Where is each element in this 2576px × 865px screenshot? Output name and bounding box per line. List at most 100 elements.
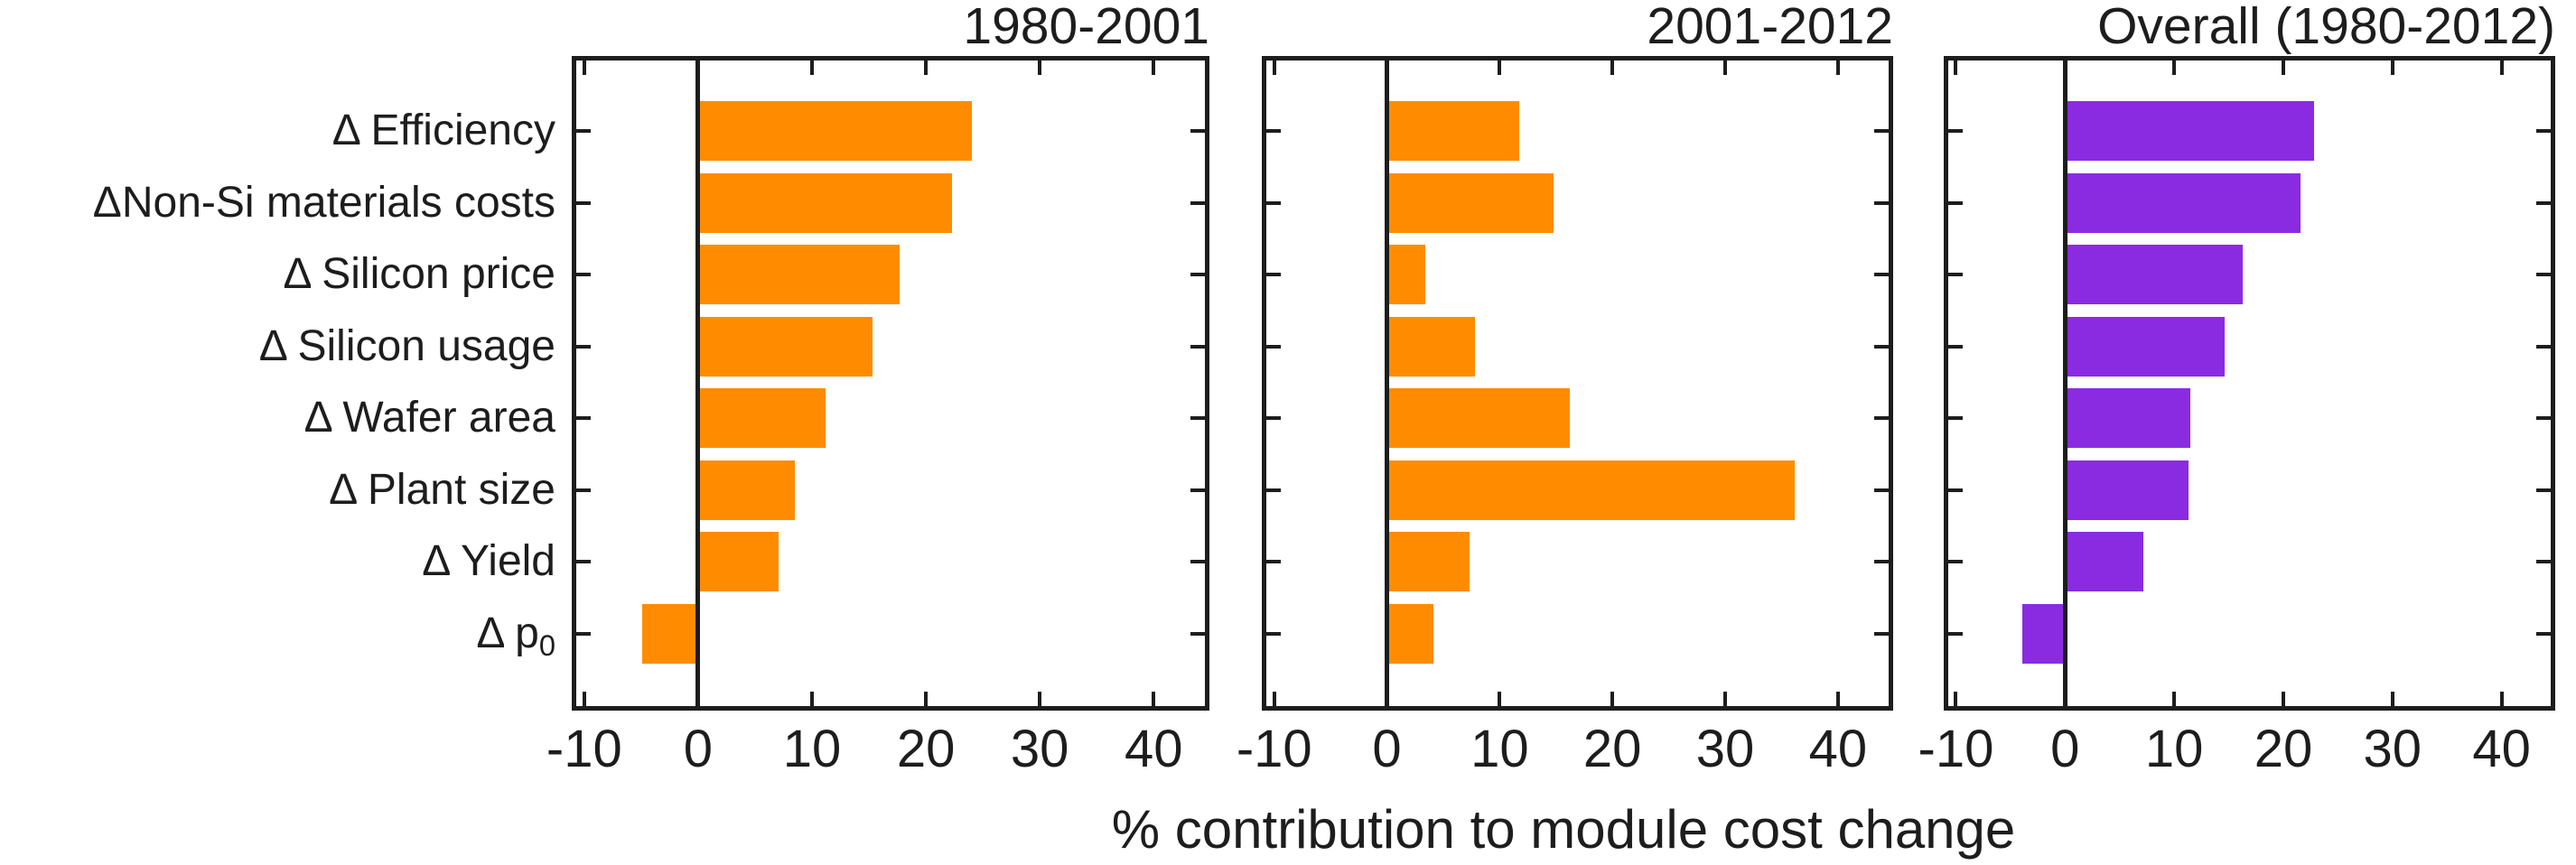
bar-efficiency-overall-1980-2012 <box>2065 101 2314 161</box>
x-tick-mark <box>1385 60 1389 75</box>
x-tick-mark <box>1498 60 1502 75</box>
category-label-wafer-area: Δ Wafer area <box>303 394 555 442</box>
y-tick-mark <box>1874 129 1889 133</box>
y-tick-mark <box>1874 631 1889 636</box>
panel-1980-2001 <box>572 56 1209 711</box>
panel-overall-1980-2012 <box>1944 56 2555 711</box>
y-tick-mark <box>1948 344 1963 349</box>
bar-wafer-area-2001-2012 <box>1386 388 1570 448</box>
y-tick-mark <box>2536 560 2551 563</box>
x-tick-mark <box>695 60 700 75</box>
x-tick-label-overall-1980-2012-20: 20 <box>2254 720 2313 778</box>
y-tick-mark <box>1190 344 1205 349</box>
y-tick-mark <box>2536 631 2551 636</box>
y-tick-mark <box>576 129 591 133</box>
x-tick-mark <box>582 692 586 706</box>
panel-title-1980-2001: 1980-2001 <box>963 0 1209 55</box>
x-tick-mark <box>2499 60 2504 75</box>
y-tick-mark <box>1948 200 1963 205</box>
category-label-plant-size: Δ Plant size <box>329 465 555 514</box>
y-tick-mark <box>576 488 591 492</box>
category-label-silicon-price: Δ Silicon price <box>283 250 555 298</box>
y-tick-mark <box>576 416 591 420</box>
y-tick-mark <box>1190 416 1205 420</box>
x-tick-mark <box>1954 60 1958 75</box>
x-tick-mark <box>1954 692 1958 706</box>
category-label-yield: Δ Yield <box>422 537 555 585</box>
bar-non-si-materials-costs-1980-2001 <box>697 172 953 233</box>
y-tick-mark <box>1266 273 1281 276</box>
bar-p-0-overall-1980-2012 <box>2022 603 2066 664</box>
x-tick-label-2001-2012-0: 0 <box>1372 720 1402 778</box>
y-tick-mark <box>576 273 591 276</box>
x-tick-label-overall-1980-2012-30: 30 <box>2363 720 2422 778</box>
x-tick-mark <box>2281 60 2285 75</box>
y-tick-mark <box>1874 344 1889 349</box>
panel-title-overall-1980-2012: Overall (1980-2012) <box>2097 0 2555 55</box>
y-tick-mark <box>2536 200 2551 205</box>
y-tick-mark <box>1266 416 1281 420</box>
x-tick-mark <box>1835 60 1840 75</box>
x-tick-mark <box>2063 60 2067 75</box>
x-tick-label-overall-1980-2012-10: 10 <box>2144 720 2204 778</box>
zero-baseline <box>2062 60 2067 706</box>
bar-yield-2001-2012 <box>1386 532 1470 591</box>
bar-plant-size-overall-1980-2012 <box>2065 460 2189 520</box>
y-tick-mark <box>1190 488 1205 492</box>
y-tick-mark <box>1948 273 1963 276</box>
y-tick-mark <box>1190 200 1205 205</box>
y-tick-mark <box>2536 344 2551 349</box>
x-tick-label-2001-2012--10: -10 <box>1236 720 1312 778</box>
category-label-non-si-materials-costs: ΔNon-Si materials costs <box>92 178 555 227</box>
x-tick-mark <box>2172 60 2177 75</box>
x-tick-mark <box>810 60 814 75</box>
y-tick-mark <box>1874 560 1889 563</box>
y-tick-mark <box>2536 416 2551 420</box>
y-tick-mark <box>1190 273 1205 276</box>
y-tick-mark <box>1948 129 1963 133</box>
y-tick-mark <box>1874 488 1889 492</box>
y-tick-mark <box>1266 560 1281 563</box>
x-tick-mark <box>1835 692 1840 706</box>
panel-title-2001-2012: 2001-2012 <box>1647 0 1893 55</box>
bar-yield-overall-1980-2012 <box>2065 532 2144 591</box>
x-tick-label-2001-2012-20: 20 <box>1582 720 1642 778</box>
y-tick-mark <box>1190 560 1205 563</box>
x-tick-mark <box>2390 692 2394 706</box>
category-label-p-0: Δ p0 <box>476 609 555 662</box>
y-tick-mark <box>2536 129 2551 133</box>
bar-wafer-area-1980-2001 <box>697 388 826 448</box>
x-tick-mark <box>1272 692 1276 706</box>
x-tick-label-1980-2001-20: 20 <box>896 720 956 778</box>
bar-silicon-usage-overall-1980-2012 <box>2065 316 2225 377</box>
y-tick-mark <box>576 200 591 205</box>
zero-baseline <box>695 60 701 706</box>
y-tick-mark <box>2536 273 2551 276</box>
x-tick-mark <box>1723 692 1727 706</box>
y-tick-mark <box>1874 200 1889 205</box>
x-tick-mark <box>810 692 814 706</box>
x-tick-label-1980-2001--10: -10 <box>546 720 622 778</box>
zero-baseline <box>1385 60 1390 706</box>
x-tick-mark <box>695 692 700 706</box>
y-tick-mark <box>1190 631 1205 636</box>
bar-efficiency-2001-2012 <box>1386 101 1519 161</box>
bar-p-0-2001-2012 <box>1386 603 1433 664</box>
y-tick-mark <box>576 344 591 349</box>
bar-plant-size-1980-2001 <box>697 460 796 520</box>
y-tick-mark <box>1874 416 1889 420</box>
x-tick-label-2001-2012-10: 10 <box>1470 720 1529 778</box>
x-tick-mark <box>1152 692 1156 706</box>
bar-wafer-area-overall-1980-2012 <box>2065 388 2191 448</box>
x-axis-label: % contribution to module cost change <box>1111 799 2016 860</box>
x-tick-mark <box>2063 692 2067 706</box>
x-tick-label-2001-2012-40: 40 <box>1808 720 1868 778</box>
x-tick-mark <box>2281 692 2285 706</box>
bar-silicon-price-1980-2001 <box>697 245 901 304</box>
y-tick-mark <box>1266 200 1281 205</box>
x-tick-mark <box>924 60 929 75</box>
bar-silicon-usage-2001-2012 <box>1386 316 1475 377</box>
bar-silicon-price-overall-1980-2012 <box>2065 245 2244 304</box>
y-tick-mark <box>1948 560 1963 563</box>
